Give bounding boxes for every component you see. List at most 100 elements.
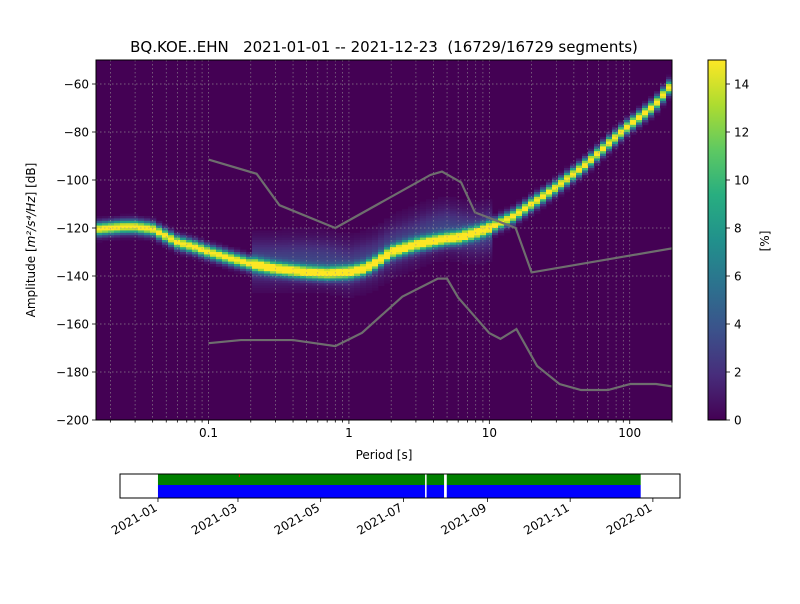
heatmap-cell <box>462 247 469 250</box>
heatmap-cell <box>474 218 481 222</box>
heatmap-cell <box>450 199 457 202</box>
heatmap-cell <box>372 273 379 277</box>
heatmap-cell <box>618 127 625 130</box>
heatmap-cell <box>216 252 223 255</box>
heatmap-cell <box>348 280 355 284</box>
heatmap-cell <box>264 290 271 294</box>
heatmap-cell <box>456 240 463 243</box>
heatmap-cell <box>276 256 283 260</box>
colorbar-tick-label: 10 <box>734 173 749 187</box>
heatmap-cell <box>600 136 607 140</box>
heatmap-cell <box>426 237 433 241</box>
heatmap-cell <box>420 228 427 231</box>
heatmap-cell <box>138 223 145 226</box>
noise-models <box>208 158 672 392</box>
colorbar-tick-label: 6 <box>734 269 742 283</box>
heatmap-cell <box>516 220 523 224</box>
heatmap-cell <box>390 256 397 260</box>
y-tick-label: −120 <box>56 221 89 235</box>
plot-frame <box>95 59 673 421</box>
heatmap-cell <box>600 146 607 150</box>
heatmap-cell <box>294 285 301 289</box>
heatmap-cell <box>312 254 319 258</box>
y-tick-label: −100 <box>56 173 89 187</box>
heatmap-cell <box>432 240 439 243</box>
heatmap-cell <box>462 218 469 222</box>
heatmap-cell <box>546 201 553 205</box>
heatmap-cell <box>492 220 499 224</box>
heatmap-cell <box>438 211 445 214</box>
heatmap-cell <box>648 117 655 121</box>
heatmap-cell <box>360 235 367 238</box>
heatmap-cell <box>342 268 349 272</box>
heatmap-cell <box>300 228 307 231</box>
heatmap-cell <box>312 259 319 262</box>
heatmap-cell <box>618 120 625 123</box>
heatmap-cell <box>366 259 373 262</box>
heatmap-cell <box>300 280 307 284</box>
heatmap-cell <box>528 194 535 198</box>
heatmap-cell <box>276 290 283 294</box>
heatmap-cell <box>528 201 535 205</box>
heatmap-cell <box>456 242 463 246</box>
heatmap-cell <box>450 235 457 238</box>
heatmap-cell <box>420 208 427 212</box>
heatmap-cell <box>438 213 445 217</box>
heatmap-cell <box>378 283 385 286</box>
heatmap-cell <box>468 220 475 224</box>
heatmap-cell <box>660 93 667 97</box>
heatmap-cell <box>396 242 403 246</box>
heatmap-cell <box>132 230 139 234</box>
heatmap-cell <box>270 266 277 270</box>
heatmap-cell <box>450 206 457 210</box>
heatmap-cell <box>114 225 121 229</box>
heatmap-cell <box>162 223 169 226</box>
heatmap-cell <box>558 194 565 198</box>
heatmap-cell <box>612 148 619 152</box>
heatmap-cell <box>300 232 307 236</box>
heatmap-cell <box>498 223 505 226</box>
heatmap-cell <box>186 252 193 255</box>
heatmap-cell <box>282 285 289 289</box>
heatmap-cell <box>462 249 469 253</box>
heatmap-cell <box>324 254 331 258</box>
heatmap-cell <box>420 225 427 229</box>
heatmap-cell <box>348 278 355 282</box>
heatmap-cell <box>456 208 463 212</box>
heatmap-cell <box>132 218 139 222</box>
heatmap-cell <box>660 96 667 99</box>
heatmap-cell <box>144 225 151 229</box>
heatmap-cell <box>336 273 343 277</box>
heatmap-cell <box>318 280 325 284</box>
heatmap-cell <box>654 105 661 109</box>
heatmap-cell <box>342 264 349 267</box>
heatmap-cell <box>264 256 271 260</box>
timeline-bar-top <box>157 474 641 485</box>
heatmap-cell <box>96 216 103 219</box>
heatmap-cell <box>294 256 301 260</box>
heatmap-cell <box>258 249 265 253</box>
heatmap-cell <box>102 218 109 222</box>
heatmap-cell <box>354 252 361 255</box>
heatmap-cell <box>426 216 433 219</box>
heatmap-cell <box>666 96 672 99</box>
heatmap-cell <box>498 216 505 219</box>
heatmap-cell <box>468 244 475 248</box>
heatmap-cell <box>264 268 271 272</box>
heatmap-cell <box>456 204 463 207</box>
heatmap-cell <box>462 235 469 238</box>
heatmap-cell <box>456 220 463 224</box>
heatmap-cell <box>582 170 589 174</box>
heatmap-cell <box>174 249 181 253</box>
heatmap-cell <box>630 117 637 121</box>
heatmap-cell <box>348 254 355 258</box>
heatmap-cell <box>360 266 367 270</box>
y-tick-label: −140 <box>56 269 89 283</box>
heatmap-cell <box>390 273 397 277</box>
heatmap-cell <box>474 237 481 241</box>
heatmap-cell <box>306 276 313 279</box>
heatmap-cell <box>558 175 565 178</box>
heatmap-cell <box>312 252 319 255</box>
heatmap-cell <box>588 168 595 171</box>
heatmap-cell <box>420 252 427 255</box>
